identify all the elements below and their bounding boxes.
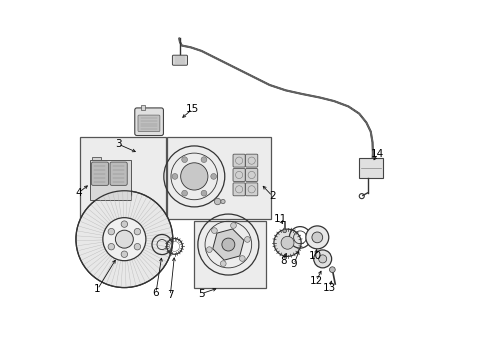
Circle shape — [220, 261, 225, 266]
Text: 14: 14 — [370, 149, 384, 159]
Text: 13: 13 — [323, 283, 336, 293]
FancyBboxPatch shape — [245, 183, 257, 196]
Circle shape — [311, 232, 322, 243]
FancyBboxPatch shape — [245, 154, 257, 167]
Text: 9: 9 — [290, 259, 297, 269]
Bar — [89, 160, 131, 200]
Text: 6: 6 — [152, 288, 159, 298]
FancyBboxPatch shape — [110, 162, 127, 185]
FancyBboxPatch shape — [233, 183, 244, 196]
Text: 12: 12 — [309, 276, 322, 286]
FancyBboxPatch shape — [172, 55, 187, 65]
Bar — [359, 158, 382, 178]
FancyBboxPatch shape — [233, 154, 244, 167]
Circle shape — [210, 174, 216, 179]
Circle shape — [230, 222, 236, 228]
FancyBboxPatch shape — [233, 168, 244, 181]
Circle shape — [282, 229, 286, 233]
Circle shape — [329, 267, 335, 273]
Circle shape — [115, 230, 133, 248]
FancyBboxPatch shape — [135, 108, 163, 135]
FancyBboxPatch shape — [138, 115, 160, 132]
Circle shape — [305, 226, 328, 249]
Circle shape — [102, 218, 145, 261]
Text: 10: 10 — [308, 251, 322, 261]
FancyBboxPatch shape — [245, 168, 257, 181]
Bar — [167, 137, 271, 220]
Text: 1: 1 — [94, 284, 101, 294]
FancyBboxPatch shape — [91, 162, 108, 185]
Circle shape — [221, 199, 224, 204]
Circle shape — [313, 250, 331, 268]
Bar — [80, 137, 165, 220]
Circle shape — [211, 228, 217, 234]
Polygon shape — [212, 229, 244, 260]
Circle shape — [182, 190, 187, 196]
Bar — [140, 105, 144, 110]
Text: 7: 7 — [166, 291, 173, 301]
Bar — [104, 162, 113, 193]
Circle shape — [201, 190, 206, 196]
Circle shape — [108, 228, 114, 235]
Circle shape — [222, 238, 234, 251]
Text: 8: 8 — [280, 256, 286, 266]
Circle shape — [239, 256, 244, 261]
Circle shape — [180, 163, 207, 190]
Text: 5: 5 — [198, 289, 204, 299]
Circle shape — [134, 228, 141, 235]
Text: 2: 2 — [268, 191, 275, 201]
Circle shape — [214, 198, 221, 205]
Circle shape — [134, 243, 141, 250]
Bar — [92, 157, 101, 187]
Bar — [194, 221, 265, 288]
Circle shape — [281, 236, 293, 249]
Circle shape — [244, 237, 250, 242]
Text: 11: 11 — [273, 215, 286, 224]
Circle shape — [273, 229, 301, 256]
Text: 15: 15 — [185, 104, 199, 114]
Bar — [117, 162, 126, 194]
Circle shape — [172, 174, 178, 179]
Circle shape — [121, 251, 127, 257]
Text: 3: 3 — [115, 139, 122, 149]
Circle shape — [318, 255, 326, 263]
Circle shape — [182, 157, 187, 162]
Circle shape — [76, 191, 172, 288]
Circle shape — [108, 243, 114, 250]
Circle shape — [206, 247, 212, 252]
Text: 4: 4 — [75, 188, 82, 198]
Circle shape — [121, 221, 127, 227]
Circle shape — [201, 157, 206, 162]
